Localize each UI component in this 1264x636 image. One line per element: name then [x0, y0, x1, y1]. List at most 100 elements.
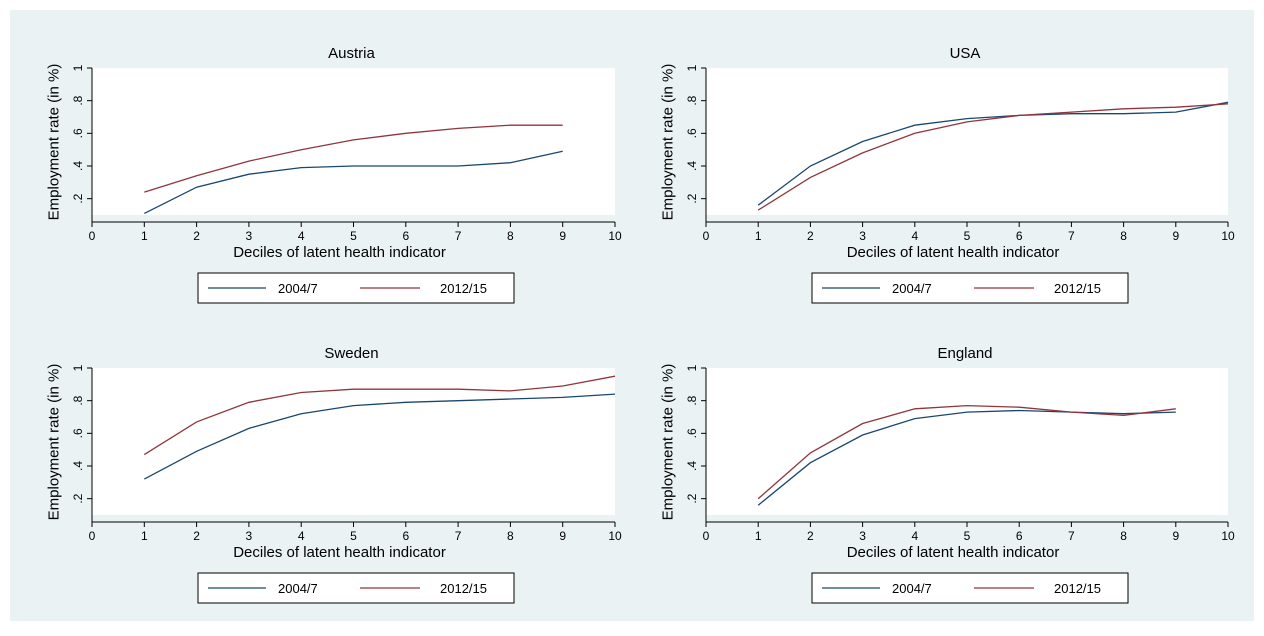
y-tick-label: .8: [71, 95, 85, 105]
y-tick-label: .6: [71, 128, 85, 138]
legend-label: 2012/15: [1054, 581, 1101, 596]
y-tick-label: .2: [71, 193, 85, 203]
x-tick-label: 3: [859, 229, 866, 243]
y-tick-label: .6: [685, 128, 699, 138]
panel-title: USA: [950, 45, 981, 62]
x-tick-label: 4: [911, 229, 918, 243]
x-tick-label: 1: [755, 529, 762, 543]
x-tick-label: 4: [298, 229, 305, 243]
x-tick-label: 10: [608, 229, 622, 243]
x-tick-label: 8: [1120, 229, 1127, 243]
x-tick-label: 9: [559, 529, 566, 543]
x-tick-label: 2: [807, 229, 814, 243]
x-tick-label: 1: [141, 229, 148, 243]
plot-area: [92, 368, 615, 515]
y-axis-title: Employment rate (in %): [660, 64, 677, 221]
x-tick-label: 6: [402, 229, 409, 243]
x-tick-label: 10: [1221, 529, 1235, 543]
x-tick-label: 7: [1068, 529, 1075, 543]
legend-label: 2012/15: [440, 581, 487, 596]
panel-title: England: [937, 345, 992, 362]
legend-label: 2004/7: [278, 581, 318, 596]
legend: 2004/7 2012/15: [197, 572, 515, 604]
x-tick-label: 3: [246, 229, 253, 243]
legend: 2004/7 2012/15: [811, 572, 1129, 604]
x-axis-title: Deciles of latent health indicator: [847, 244, 1060, 261]
x-tick-label: 8: [1120, 529, 1127, 543]
series-line-2004-7: [144, 150, 563, 214]
y-tick-label: .2: [685, 493, 699, 503]
series-line-2004-7: [757, 101, 1229, 206]
y-tick-label: .4: [71, 461, 85, 471]
x-tick-label: 3: [246, 529, 253, 543]
series-line-2012-15: [757, 404, 1176, 500]
y-tick-label: .8: [71, 395, 85, 405]
legend: 2004/7 2012/15: [811, 272, 1129, 304]
y-tick-label: 1: [685, 64, 699, 71]
x-tick-label: 2: [193, 229, 200, 243]
y-axis-title: Employment rate (in %): [660, 364, 677, 521]
x-tick-label: 7: [1068, 229, 1075, 243]
x-tick-label: 10: [608, 529, 622, 543]
panel-title: Austria: [328, 45, 375, 62]
plot-area: [92, 68, 615, 215]
x-tick-label: 5: [350, 229, 357, 243]
y-tick-label: 1: [71, 64, 85, 71]
x-tick-label: 7: [455, 529, 462, 543]
series-line-2004-7: [757, 409, 1176, 506]
x-tick-label: 4: [911, 529, 918, 543]
x-tick-label: 1: [755, 229, 762, 243]
legend-label: 2012/15: [440, 281, 487, 296]
y-tick-label: .8: [685, 95, 699, 105]
y-axis-title: Employment rate (in %): [46, 64, 63, 221]
x-tick-label: 0: [703, 229, 710, 243]
legend-label: 2004/7: [892, 581, 932, 596]
x-tick-label: 9: [1172, 229, 1179, 243]
y-axis-title: Employment rate (in %): [46, 364, 63, 521]
x-tick-label: 8: [507, 229, 514, 243]
y-tick-label: .4: [685, 161, 699, 171]
y-tick-label: 1: [71, 364, 85, 371]
x-tick-label: 5: [964, 529, 971, 543]
x-tick-label: 6: [402, 529, 409, 543]
y-tick-label: .2: [685, 193, 699, 203]
legend-label: 2004/7: [278, 281, 318, 296]
x-tick-label: 2: [193, 529, 200, 543]
x-tick-label: 5: [964, 229, 971, 243]
x-tick-label: 0: [703, 529, 710, 543]
legend-label: 2004/7: [892, 281, 932, 296]
y-tick-label: .2: [71, 493, 85, 503]
x-tick-label: 9: [559, 229, 566, 243]
x-tick-label: 2: [807, 529, 814, 543]
x-tick-label: 7: [455, 229, 462, 243]
series-line-2012-15: [144, 124, 563, 193]
legend: 2004/7 2012/15: [197, 272, 515, 304]
x-tick-label: 0: [89, 529, 96, 543]
x-tick-label: 8: [507, 529, 514, 543]
y-tick-label: .6: [685, 428, 699, 438]
x-tick-label: 5: [350, 529, 357, 543]
plot-area: [706, 68, 1228, 215]
x-tick-label: 10: [1221, 229, 1235, 243]
x-tick-label: 6: [1016, 529, 1023, 543]
y-tick-label: .8: [685, 395, 699, 405]
x-axis-title: Deciles of latent health indicator: [233, 544, 446, 561]
y-tick-label: .6: [71, 428, 85, 438]
x-tick-label: 3: [859, 529, 866, 543]
legend-label: 2012/15: [1054, 281, 1101, 296]
y-tick-label: 1: [685, 364, 699, 371]
x-tick-label: 1: [141, 529, 148, 543]
y-tick-label: .4: [71, 161, 85, 171]
x-tick-label: 0: [89, 229, 96, 243]
series-line-2012-15: [757, 103, 1229, 211]
panel-title: Sweden: [324, 345, 378, 362]
x-tick-label: 4: [298, 529, 305, 543]
x-tick-label: 9: [1172, 529, 1179, 543]
x-axis-title: Deciles of latent health indicator: [233, 244, 446, 261]
